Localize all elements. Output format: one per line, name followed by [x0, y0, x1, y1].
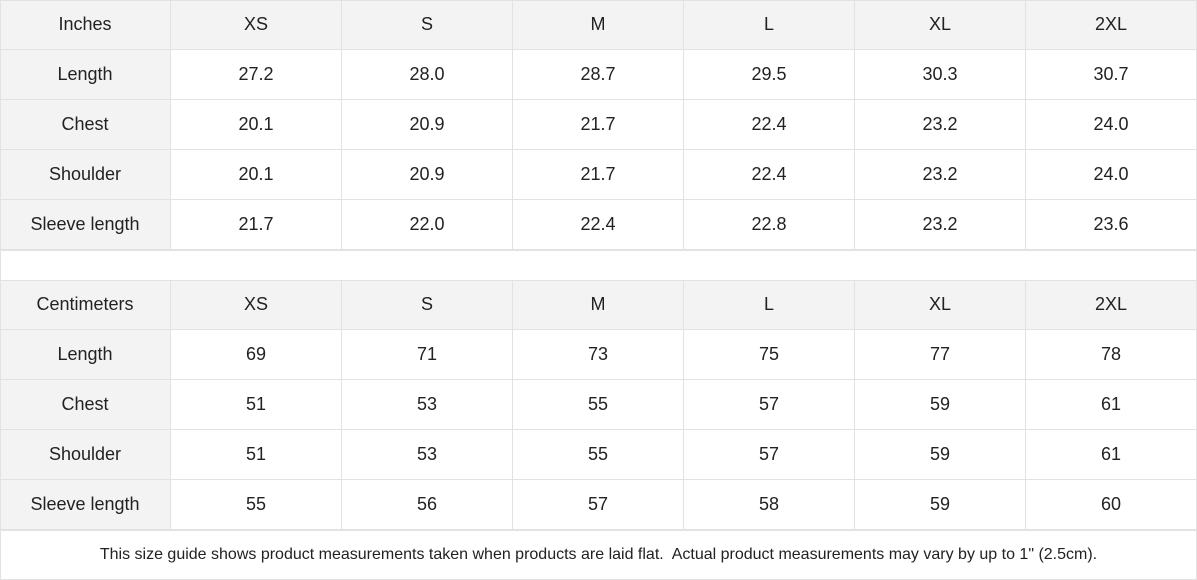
- measure-label: Sleeve length: [0, 200, 171, 250]
- measure-value: 61: [1026, 430, 1197, 480]
- measure-value: 55: [171, 480, 342, 530]
- measure-value: 23.2: [855, 150, 1026, 200]
- measure-label: Length: [0, 50, 171, 100]
- size-header: XL: [855, 280, 1026, 330]
- measure-value: 28.7: [513, 50, 684, 100]
- measure-value: 69: [171, 330, 342, 380]
- measure-value: 58: [684, 480, 855, 530]
- size-header: L: [684, 280, 855, 330]
- measure-value: 23.6: [1026, 200, 1197, 250]
- measure-value: 59: [855, 480, 1026, 530]
- measure-value: 53: [342, 430, 513, 480]
- measure-value: 61: [1026, 380, 1197, 430]
- measure-value: 24.0: [1026, 100, 1197, 150]
- measure-value: 57: [684, 380, 855, 430]
- measure-label: Sleeve length: [0, 480, 171, 530]
- measure-value: 55: [513, 380, 684, 430]
- measure-value: 78: [1026, 330, 1197, 380]
- measure-value: 56: [342, 480, 513, 530]
- measure-value: 20.9: [342, 100, 513, 150]
- size-header: S: [342, 280, 513, 330]
- measure-value: 57: [513, 480, 684, 530]
- measure-value: 51: [171, 380, 342, 430]
- measure-value: 22.4: [684, 100, 855, 150]
- size-note: This size guide shows product measuremen…: [0, 530, 1197, 580]
- size-header: XS: [171, 0, 342, 50]
- size-header: S: [342, 0, 513, 50]
- measure-value: 20.1: [171, 100, 342, 150]
- measure-value: 55: [513, 430, 684, 480]
- measure-value: 59: [855, 380, 1026, 430]
- measure-value: 77: [855, 330, 1026, 380]
- size-header: 2XL: [1026, 280, 1197, 330]
- spacer-row: [0, 250, 1197, 281]
- measure-value: 22.8: [684, 200, 855, 250]
- measure-value: 53: [342, 380, 513, 430]
- measure-label: Shoulder: [0, 150, 171, 200]
- measure-value: 22.0: [342, 200, 513, 250]
- measure-value: 51: [171, 430, 342, 480]
- measure-value: 21.7: [171, 200, 342, 250]
- measure-label: Chest: [0, 100, 171, 150]
- unit-header: Inches: [0, 0, 171, 50]
- unit-header: Centimeters: [0, 280, 171, 330]
- measure-value: 60: [1026, 480, 1197, 530]
- measure-label: Length: [0, 330, 171, 380]
- size-header: XS: [171, 280, 342, 330]
- measure-value: 22.4: [684, 150, 855, 200]
- size-header: XL: [855, 0, 1026, 50]
- measure-value: 29.5: [684, 50, 855, 100]
- measure-value: 71: [342, 330, 513, 380]
- measure-value: 30.7: [1026, 50, 1197, 100]
- measure-value: 73: [513, 330, 684, 380]
- measure-value: 24.0: [1026, 150, 1197, 200]
- measure-value: 27.2: [171, 50, 342, 100]
- measure-label: Shoulder: [0, 430, 171, 480]
- measure-value: 23.2: [855, 200, 1026, 250]
- measure-value: 28.0: [342, 50, 513, 100]
- measure-value: 21.7: [513, 150, 684, 200]
- size-header: 2XL: [1026, 0, 1197, 50]
- size-header: M: [513, 0, 684, 50]
- measure-value: 23.2: [855, 100, 1026, 150]
- measure-value: 22.4: [513, 200, 684, 250]
- size-header: M: [513, 280, 684, 330]
- measure-value: 20.9: [342, 150, 513, 200]
- measure-value: 59: [855, 430, 1026, 480]
- size-header: L: [684, 0, 855, 50]
- measure-value: 30.3: [855, 50, 1026, 100]
- measure-value: 75: [684, 330, 855, 380]
- measure-label: Chest: [0, 380, 171, 430]
- measure-value: 21.7: [513, 100, 684, 150]
- measure-value: 57: [684, 430, 855, 480]
- measure-value: 20.1: [171, 150, 342, 200]
